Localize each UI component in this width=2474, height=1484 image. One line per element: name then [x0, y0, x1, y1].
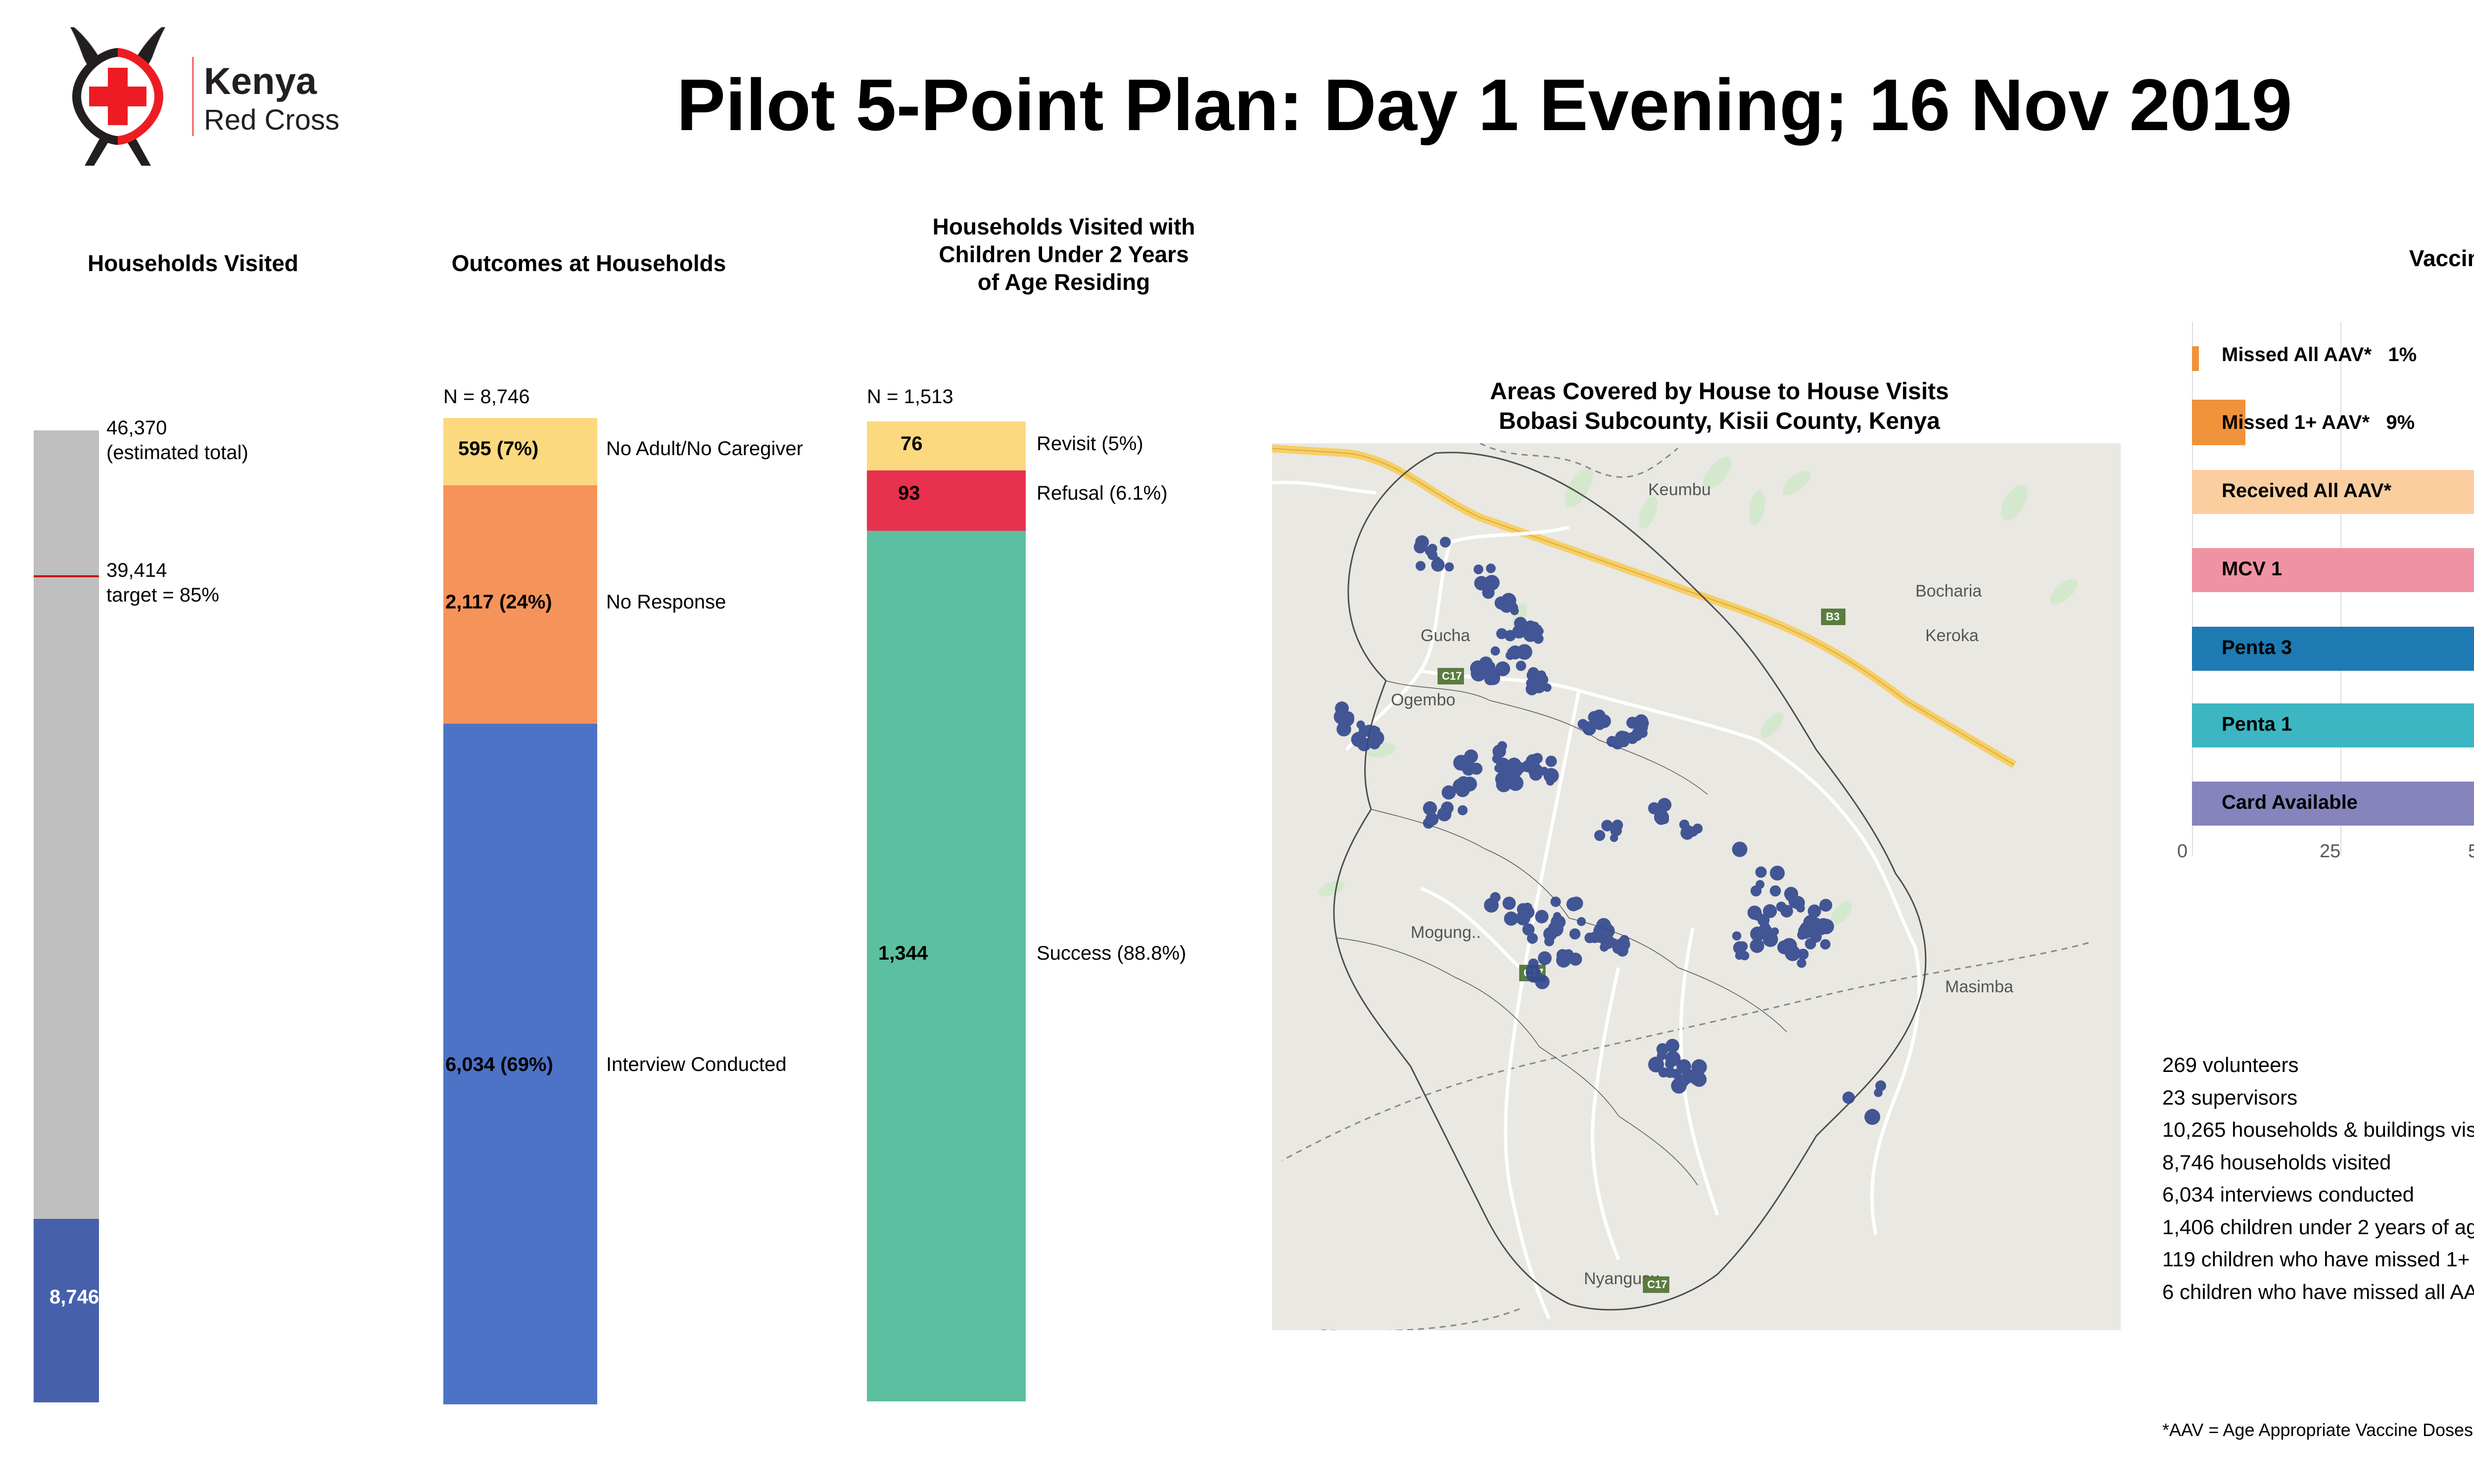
svg-text:C17: C17 — [1647, 1278, 1667, 1291]
svg-text:Keumbu: Keumbu — [1648, 480, 1711, 499]
svg-text:Bocharia: Bocharia — [1915, 582, 1982, 601]
svg-text:Kenya: Kenya — [204, 60, 317, 102]
svg-text:Mogung..: Mogung.. — [1411, 923, 1481, 942]
svg-text:Red Cross: Red Cross — [204, 104, 339, 136]
svg-text:Masimba: Masimba — [1945, 977, 2013, 996]
svg-text:Keroka: Keroka — [1925, 626, 1979, 645]
svg-text:C17: C17 — [1442, 670, 1462, 682]
svg-text:B3: B3 — [1826, 610, 1840, 623]
svg-text:Ogembo: Ogembo — [1391, 691, 1455, 709]
svg-text:Gucha: Gucha — [1421, 626, 1470, 645]
